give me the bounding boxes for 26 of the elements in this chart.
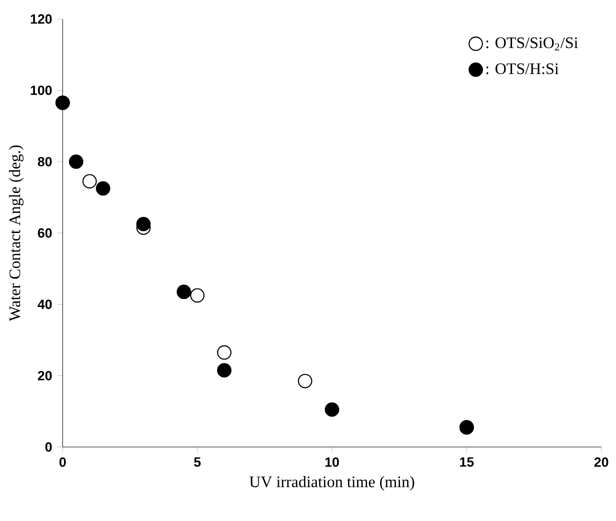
point	[176, 284, 192, 300]
y-tick-label: 40	[38, 300, 52, 310]
point	[136, 216, 151, 232]
x-tick-label: 5	[194, 457, 201, 467]
point	[82, 174, 97, 188]
y-tick-label: 60	[38, 228, 52, 238]
x-axis-title: UV irradiation time (min)	[249, 476, 414, 491]
y-axis-title: Water Contact Angle (deg.)	[8, 145, 24, 322]
x-tick-label: 10	[325, 457, 339, 467]
point	[298, 374, 312, 388]
point	[217, 345, 232, 360]
point	[324, 402, 340, 417]
point	[96, 181, 110, 196]
legend-label: : OTS/H:Si	[486, 63, 559, 74]
x-tick-label: 15	[460, 457, 474, 467]
y-tick-label: 100	[30, 86, 52, 96]
x-tick-label: 0	[59, 457, 66, 467]
point	[217, 363, 232, 378]
x-tick-label: 20	[594, 457, 608, 467]
y-tick-label: 120	[30, 14, 52, 24]
point	[190, 288, 205, 303]
y-tick-label: 20	[38, 370, 52, 380]
point	[68, 154, 84, 169]
y-tick-label: 80	[38, 156, 52, 166]
y-tick-label: 0	[45, 442, 52, 452]
legend-label: : OTS/SiO$_{2}$/Si	[486, 37, 578, 50]
